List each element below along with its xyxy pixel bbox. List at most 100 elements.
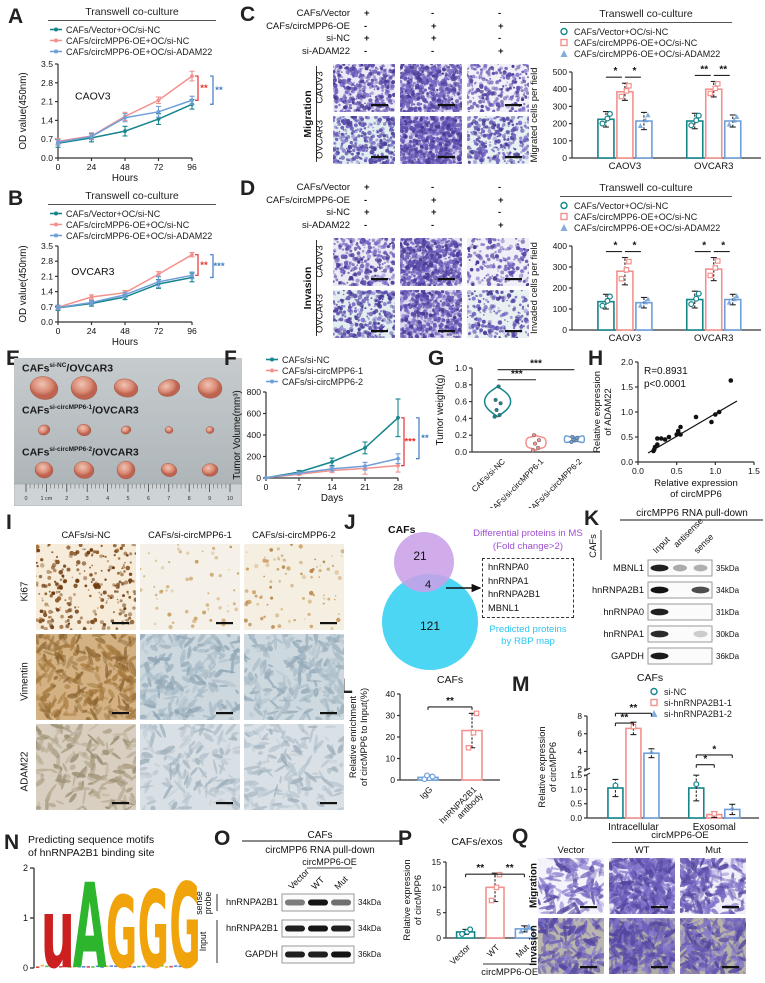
- svg-text:**: **: [200, 83, 208, 94]
- svg-text:**: **: [719, 64, 727, 75]
- svg-text:100: 100: [553, 304, 568, 314]
- condition-value: -: [431, 8, 435, 19]
- transwell-image: [680, 858, 746, 914]
- svg-text:3: 3: [86, 496, 89, 502]
- svg-text:Relative expression: Relative expression: [654, 478, 738, 489]
- panel-c-bar-chart: 0 100 200 300 400 500 Migrated cells per field…: [528, 60, 765, 172]
- svg-text:0: 0: [256, 473, 261, 483]
- svg-text:1 cm: 1 cm: [40, 496, 52, 502]
- venn-diagram: 21 4 121: [346, 530, 488, 680]
- transwell-image: [467, 290, 529, 338]
- svg-text:100: 100: [553, 136, 568, 146]
- svg-text:**: **: [506, 863, 514, 874]
- legend-item: CAFs/Vector+OC/si-NC: [50, 208, 212, 219]
- svg-text:21: 21: [413, 549, 427, 563]
- condition-value: +: [431, 33, 437, 44]
- svg-text:8: 8: [577, 711, 582, 721]
- condition-value: -: [364, 45, 368, 57]
- transwell-image: [333, 64, 395, 112]
- condition-label: si-ADAM22: [301, 45, 350, 57]
- condition-value: +: [498, 20, 504, 32]
- svg-text:200: 200: [247, 452, 262, 462]
- svg-text:1.0: 1.0: [570, 784, 582, 794]
- protein-name: hnRNPA0: [488, 562, 529, 572]
- condition-value: +: [498, 219, 504, 231]
- legend-item: CAFs/circMPP6-OE+OC/si-ADAM22: [558, 222, 720, 233]
- tumor-group-label: CAFssi-circMPP6-1/OVCAR3: [22, 404, 139, 417]
- condition-row: CAFs/circMPP6-OE - + +: [250, 195, 550, 207]
- svg-text:**: **: [446, 696, 454, 707]
- svg-text:7: 7: [297, 482, 302, 492]
- condition-value: -: [364, 219, 368, 231]
- svg-text:MBNL1: MBNL1: [613, 563, 644, 573]
- svg-text:**: **: [621, 713, 629, 724]
- transwell-image: [609, 918, 675, 974]
- svg-text:30: 30: [385, 711, 395, 721]
- svg-text:5: 5: [126, 496, 129, 502]
- svg-text:GAPDH: GAPDH: [245, 949, 278, 959]
- transwell-image: [400, 238, 462, 286]
- svg-text:2.0: 2.0: [621, 357, 633, 367]
- panel-m-title: CAFs: [636, 672, 664, 684]
- condition-row: si-ADAM22 - - +: [250, 46, 550, 58]
- panel-n-label: N: [4, 831, 20, 854]
- svg-text:0: 0: [56, 162, 61, 172]
- svg-text:200: 200: [553, 283, 568, 293]
- condition-value: -: [364, 20, 368, 32]
- condition-label: CAFs/circMPP6-OE: [266, 194, 350, 206]
- legend-item: CAFs/circMPP6-OE+OC/si-ADAM22: [50, 230, 212, 241]
- svg-text:6: 6: [147, 496, 150, 502]
- ihc-column-header: CAFs/si-NC: [61, 530, 111, 540]
- svg-text:CAOV3: CAOV3: [75, 91, 111, 103]
- legend-item: CAFs/si-circMPP6-1: [266, 365, 363, 376]
- svg-text:31kDa: 31kDa: [716, 608, 740, 617]
- svg-text:2.1: 2.1: [41, 271, 53, 281]
- panel-b-chart: 0.0 0.7 1.4 2.1 2.8 3.5 0 24 48 72 96 Hours OD value…: [16, 241, 230, 348]
- svg-text:36kDa: 36kDa: [358, 950, 382, 959]
- protein-name: MBNL1: [488, 602, 520, 613]
- panel-a-label: A: [8, 5, 24, 28]
- panel-d-bar-chart: 0 100 200 300 400 Invaded cells per field CAOV…: [528, 234, 765, 344]
- svg-text:0.6: 0.6: [455, 397, 467, 407]
- svg-text:1.0: 1.0: [709, 466, 721, 476]
- svg-text:5: 5: [436, 908, 441, 918]
- svg-text:600: 600: [247, 409, 262, 419]
- svg-text:of ADAM22: of ADAM22: [602, 388, 613, 435]
- svg-text:24: 24: [87, 162, 97, 172]
- svg-text:800: 800: [247, 388, 262, 397]
- cell-line-label: CAOV3: [314, 71, 326, 104]
- svg-text:0.8: 0.8: [455, 380, 467, 390]
- cell-line-label: OVCAR3: [314, 293, 326, 334]
- svg-text:24: 24: [87, 326, 97, 336]
- panel-m-chart: 0.0 0.5 1.0 1.5 2 4 6 8 Relative expression of ci…: [537, 700, 763, 834]
- panel-n-title-2: of hnRNPA2B1 binding site: [28, 847, 155, 859]
- svg-text:48: 48: [120, 326, 130, 336]
- panel-c-bar-title: Transwell co-culture: [560, 8, 732, 23]
- svg-text:4: 4: [577, 746, 582, 756]
- svg-text:7: 7: [167, 496, 170, 502]
- svg-text:4: 4: [106, 496, 109, 502]
- panel-q-label: Q: [512, 825, 529, 848]
- tumor-group-label: CAFssi-NC/OVCAR3: [22, 362, 114, 375]
- svg-text:*: *: [613, 66, 617, 77]
- panel-b-title: Transwell co-culture: [48, 190, 216, 205]
- svg-text:*: *: [702, 241, 706, 252]
- svg-text:300: 300: [553, 262, 568, 272]
- condition-value: +: [364, 8, 370, 19]
- panel-p-title: CAFs/exos: [451, 836, 503, 848]
- svg-text:0.0: 0.0: [41, 153, 53, 163]
- condition-label: si-ADAM22: [301, 219, 350, 231]
- condition-value: -: [498, 207, 502, 218]
- q-column-header: WT: [634, 845, 650, 856]
- condition-row: si-ADAM22 - - +: [250, 220, 550, 232]
- panel-m-legend: si-NC si-hnRNPA2B1-1 si-hnRNPA2B1-2: [648, 686, 732, 719]
- cell-line-label: CAOV3: [314, 245, 326, 278]
- condition-label: CAFs/Vector: [296, 8, 350, 19]
- svg-text:15: 15: [431, 857, 441, 867]
- svg-text:28: 28: [393, 482, 403, 492]
- condition-value: -: [498, 33, 502, 44]
- panel-i-label: I: [6, 511, 12, 534]
- transwell-image: [538, 918, 604, 974]
- svg-text:Days: Days: [321, 493, 343, 504]
